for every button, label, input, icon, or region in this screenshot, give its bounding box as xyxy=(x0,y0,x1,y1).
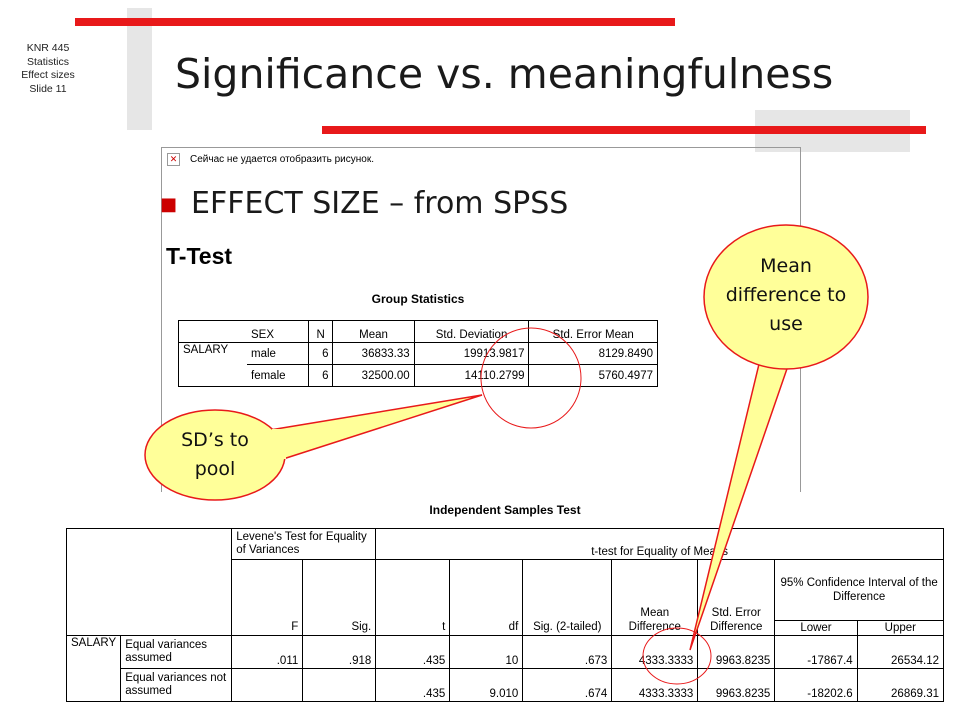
data-row: Equal variances not assumed .435 9.010.674… xyxy=(65,668,945,702)
group-statistics-table: SEX N Mean Std. Deviation Std. Error Mean SAL… xyxy=(178,320,658,387)
cell-value: 4333.3333 xyxy=(611,668,699,702)
table-title: Independent Samples Test xyxy=(429,503,581,517)
callout-text: Mean difference to use xyxy=(725,255,847,335)
header-row: Lower Upper xyxy=(67,620,945,636)
row-label: male xyxy=(247,342,309,365)
cell-value: 32500.00 xyxy=(332,364,415,387)
cell-value: 14110.2799 xyxy=(413,364,530,387)
cell-value: 5760.4977 xyxy=(528,364,658,387)
row-variable: SALARY xyxy=(65,635,122,669)
callout-bubble xyxy=(703,224,869,370)
column-header: Upper xyxy=(856,620,945,636)
cell-value: .673 xyxy=(522,635,613,669)
cell-value: 10 xyxy=(449,635,524,669)
sidebar-line: Statistics xyxy=(26,55,69,68)
callout-tail xyxy=(689,359,792,651)
cell-value: .011 xyxy=(231,635,304,669)
spss-heading: T-Test xyxy=(166,243,233,269)
gray-block xyxy=(127,8,152,130)
callout-text: SD’s to pool xyxy=(181,429,249,480)
cell-value: .435 xyxy=(375,635,451,669)
cell-value: -17867.4 xyxy=(774,635,858,669)
cell-value xyxy=(231,668,304,702)
header-row: Levene's Test for Equality of Variances t… xyxy=(65,528,944,636)
sidebar: KNR 445 Statistics Effect sizes Slide 11 xyxy=(0,42,96,96)
cell-value: 9963.8235 xyxy=(697,668,776,702)
data-row: SALARY Equal variances assumed .011.918.43… xyxy=(65,635,945,669)
row-variable: SALARY xyxy=(178,342,247,365)
slide-title: Significance vs. meaningfulness xyxy=(175,50,834,98)
cell-value: 9.010 xyxy=(449,668,524,702)
table-title: Group Statistics xyxy=(371,292,465,306)
cell xyxy=(65,528,233,636)
callout-tail xyxy=(269,394,483,461)
cell-value: 9963.8235 xyxy=(697,635,776,669)
bullet-marker: ■ xyxy=(160,194,178,215)
sidebar-line: Effect sizes xyxy=(21,69,75,81)
red-bar xyxy=(75,18,675,26)
row-variable xyxy=(178,364,247,387)
cell-value: 26534.12 xyxy=(856,635,945,669)
cell-value: -18202.6 xyxy=(774,668,858,702)
data-row: female 6 32500.00 14110.2799 5760.4977 xyxy=(178,364,658,387)
row-variable xyxy=(65,668,122,702)
broken-image-icon: ✕ xyxy=(167,153,180,166)
row-label: Equal variances not assumed xyxy=(120,668,233,702)
cell-value: 8129.8490 xyxy=(528,342,658,365)
sidebar-line: KNR 445 xyxy=(26,42,70,54)
header-row: SEX N Mean Std. Deviation Std. Error Mean xyxy=(178,320,658,343)
column-header: Std. Deviation xyxy=(413,320,530,343)
row-label: Equal variances assumed xyxy=(120,635,233,669)
bullet-text: EFFECT SIZE – from SPSS xyxy=(191,186,569,221)
group-header: 95% Confidence Interval of the Differenc… xyxy=(774,559,944,621)
row-label: female xyxy=(247,364,309,387)
tail-join xyxy=(272,429,286,459)
column-header: Sig. xyxy=(302,559,377,636)
highlight-circle xyxy=(480,327,582,429)
cell-value: 26869.31 xyxy=(856,668,945,702)
red-bar xyxy=(322,126,926,134)
cell-value: .918 xyxy=(302,635,377,669)
image-error: Сейчас не удается отобразить рисунок. xyxy=(190,154,374,165)
cell-value: .435 xyxy=(375,668,451,702)
independent-samples-table: Levene's Test for Equality of Variances t… xyxy=(65,528,945,702)
column-header: Sig. (2-tailed) xyxy=(522,559,613,636)
highlight-circle xyxy=(642,627,712,685)
sidebar-line: Slide 11 xyxy=(29,82,67,95)
bullet: ■ EFFECT SIZE – from SPSS xyxy=(160,186,568,221)
column-header: Mean Difference xyxy=(611,559,699,636)
